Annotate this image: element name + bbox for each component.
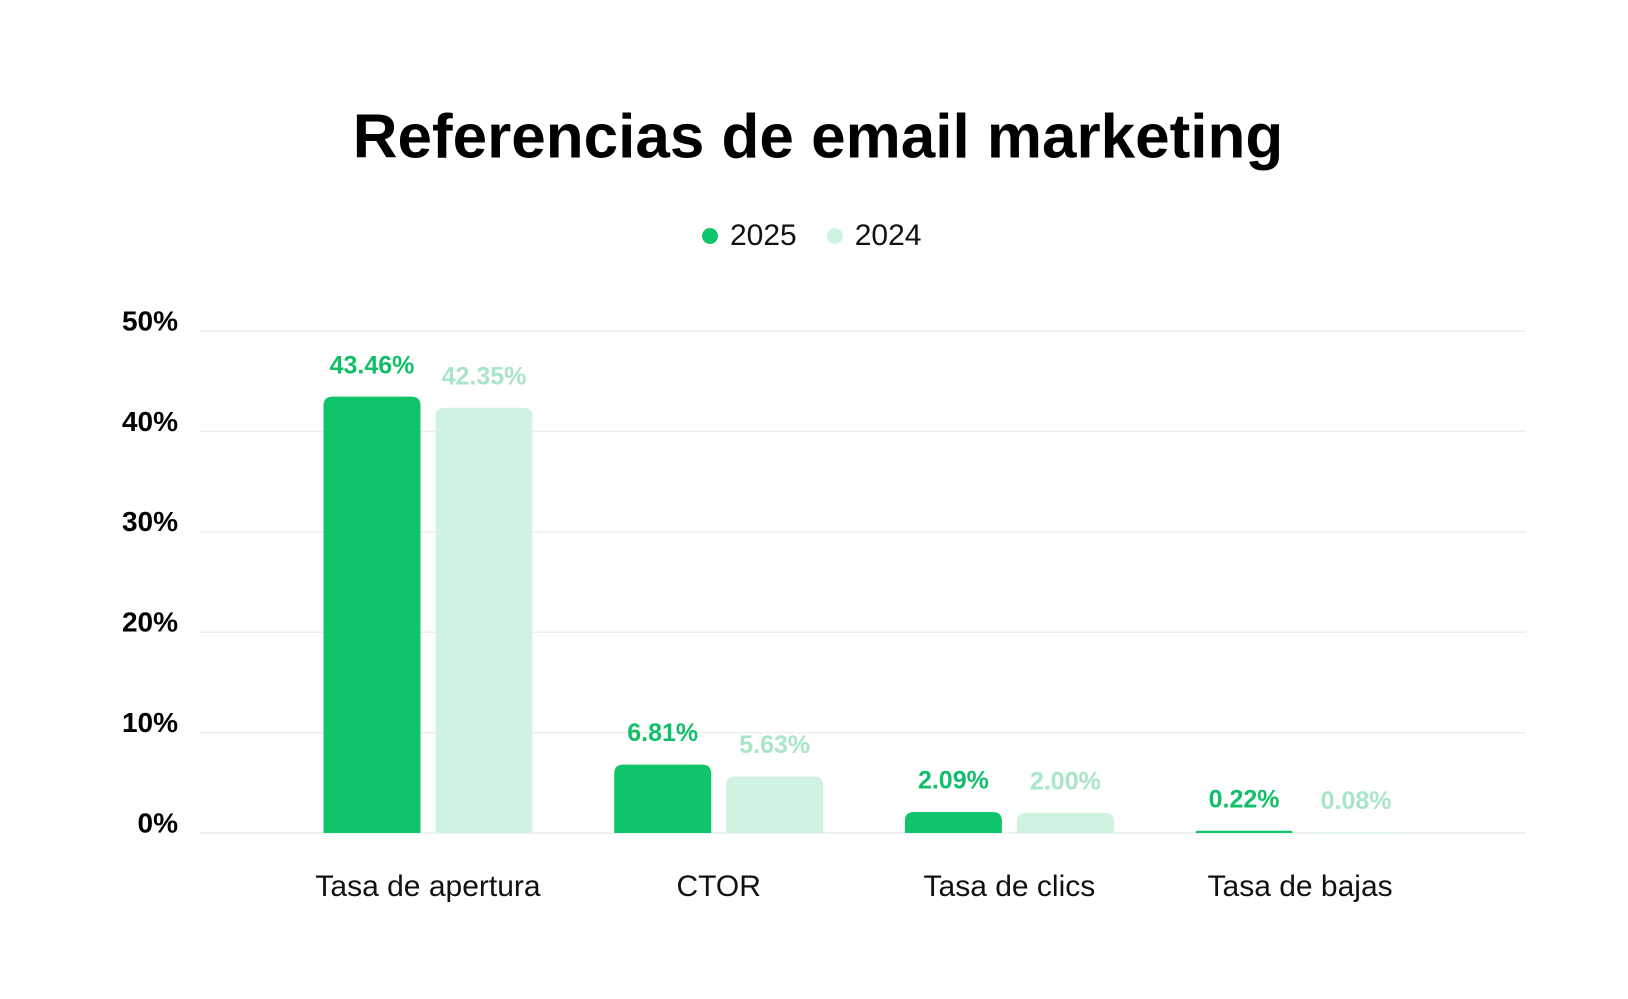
bar — [904, 812, 1002, 833]
x-tick-label: Tasa de clics — [924, 870, 1096, 903]
value-label: 2.00% — [1030, 768, 1101, 796]
bar — [1307, 832, 1405, 833]
y-tick-label: 40% — [122, 406, 178, 437]
legend-marker — [702, 228, 718, 244]
bar — [726, 776, 824, 833]
value-label: 42.35% — [442, 362, 527, 390]
y-tick-label: 0% — [138, 807, 179, 838]
x-tick-label: Tasa de apertura — [315, 870, 540, 903]
value-label: 0.08% — [1321, 787, 1392, 815]
legend-marker — [826, 228, 843, 244]
value-label: 0.22% — [1209, 785, 1280, 813]
x-tick-label: Tasa de bajas — [1208, 870, 1393, 903]
bar — [323, 396, 421, 833]
value-label: 5.63% — [739, 731, 810, 759]
legend-label: 2025 — [730, 219, 797, 252]
value-label: 2.09% — [918, 767, 989, 795]
y-tick-label: 10% — [122, 707, 178, 738]
y-tick-label: 30% — [122, 506, 178, 537]
bar — [1016, 812, 1114, 833]
value-label: 43.46% — [330, 351, 415, 379]
bar — [614, 764, 712, 833]
chart-title: Referencias de email marketing — [353, 102, 1283, 171]
legend-label: 2024 — [855, 219, 922, 252]
x-tick-label: CTOR — [676, 870, 760, 903]
y-tick-label: 20% — [122, 607, 178, 638]
bar — [435, 407, 533, 833]
value-label: 6.81% — [627, 719, 698, 747]
y-tick-label: 50% — [122, 305, 178, 336]
bar — [1195, 830, 1293, 833]
